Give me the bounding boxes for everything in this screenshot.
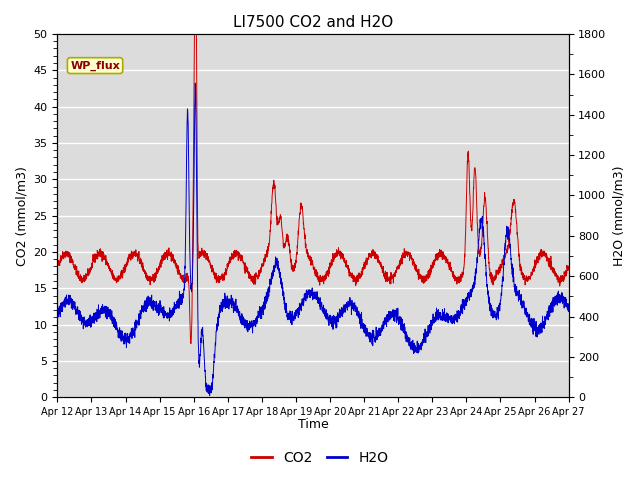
CO2 [555, 275, 563, 281]
H2O [191, 80, 199, 86]
Text: WP_flux: WP_flux [70, 60, 120, 71]
X-axis label: Time: Time [298, 419, 328, 432]
H2O [112, 326, 120, 332]
CO2 [250, 278, 258, 284]
Line: CO2: CO2 [58, 34, 568, 344]
H2O [54, 318, 61, 324]
Title: LI7500 CO2 and H2O: LI7500 CO2 and H2O [233, 15, 393, 30]
H2O [564, 309, 572, 314]
H2O [142, 300, 150, 306]
H2O [272, 256, 280, 262]
H2O [206, 393, 214, 398]
CO2 [191, 31, 198, 37]
CO2 [272, 201, 280, 207]
H2O [500, 262, 508, 267]
CO2 [500, 252, 508, 258]
CO2 [564, 264, 572, 270]
Y-axis label: CO2 (mmol/m3): CO2 (mmol/m3) [15, 166, 28, 265]
Y-axis label: H2O (mmol/m3): H2O (mmol/m3) [612, 166, 625, 266]
H2O [250, 321, 258, 326]
H2O [555, 295, 563, 300]
Legend: CO2, H2O: CO2, H2O [246, 445, 394, 471]
CO2 [54, 263, 61, 268]
CO2 [142, 275, 150, 281]
Line: H2O: H2O [58, 83, 568, 396]
CO2 [112, 276, 120, 281]
CO2 [187, 341, 195, 347]
